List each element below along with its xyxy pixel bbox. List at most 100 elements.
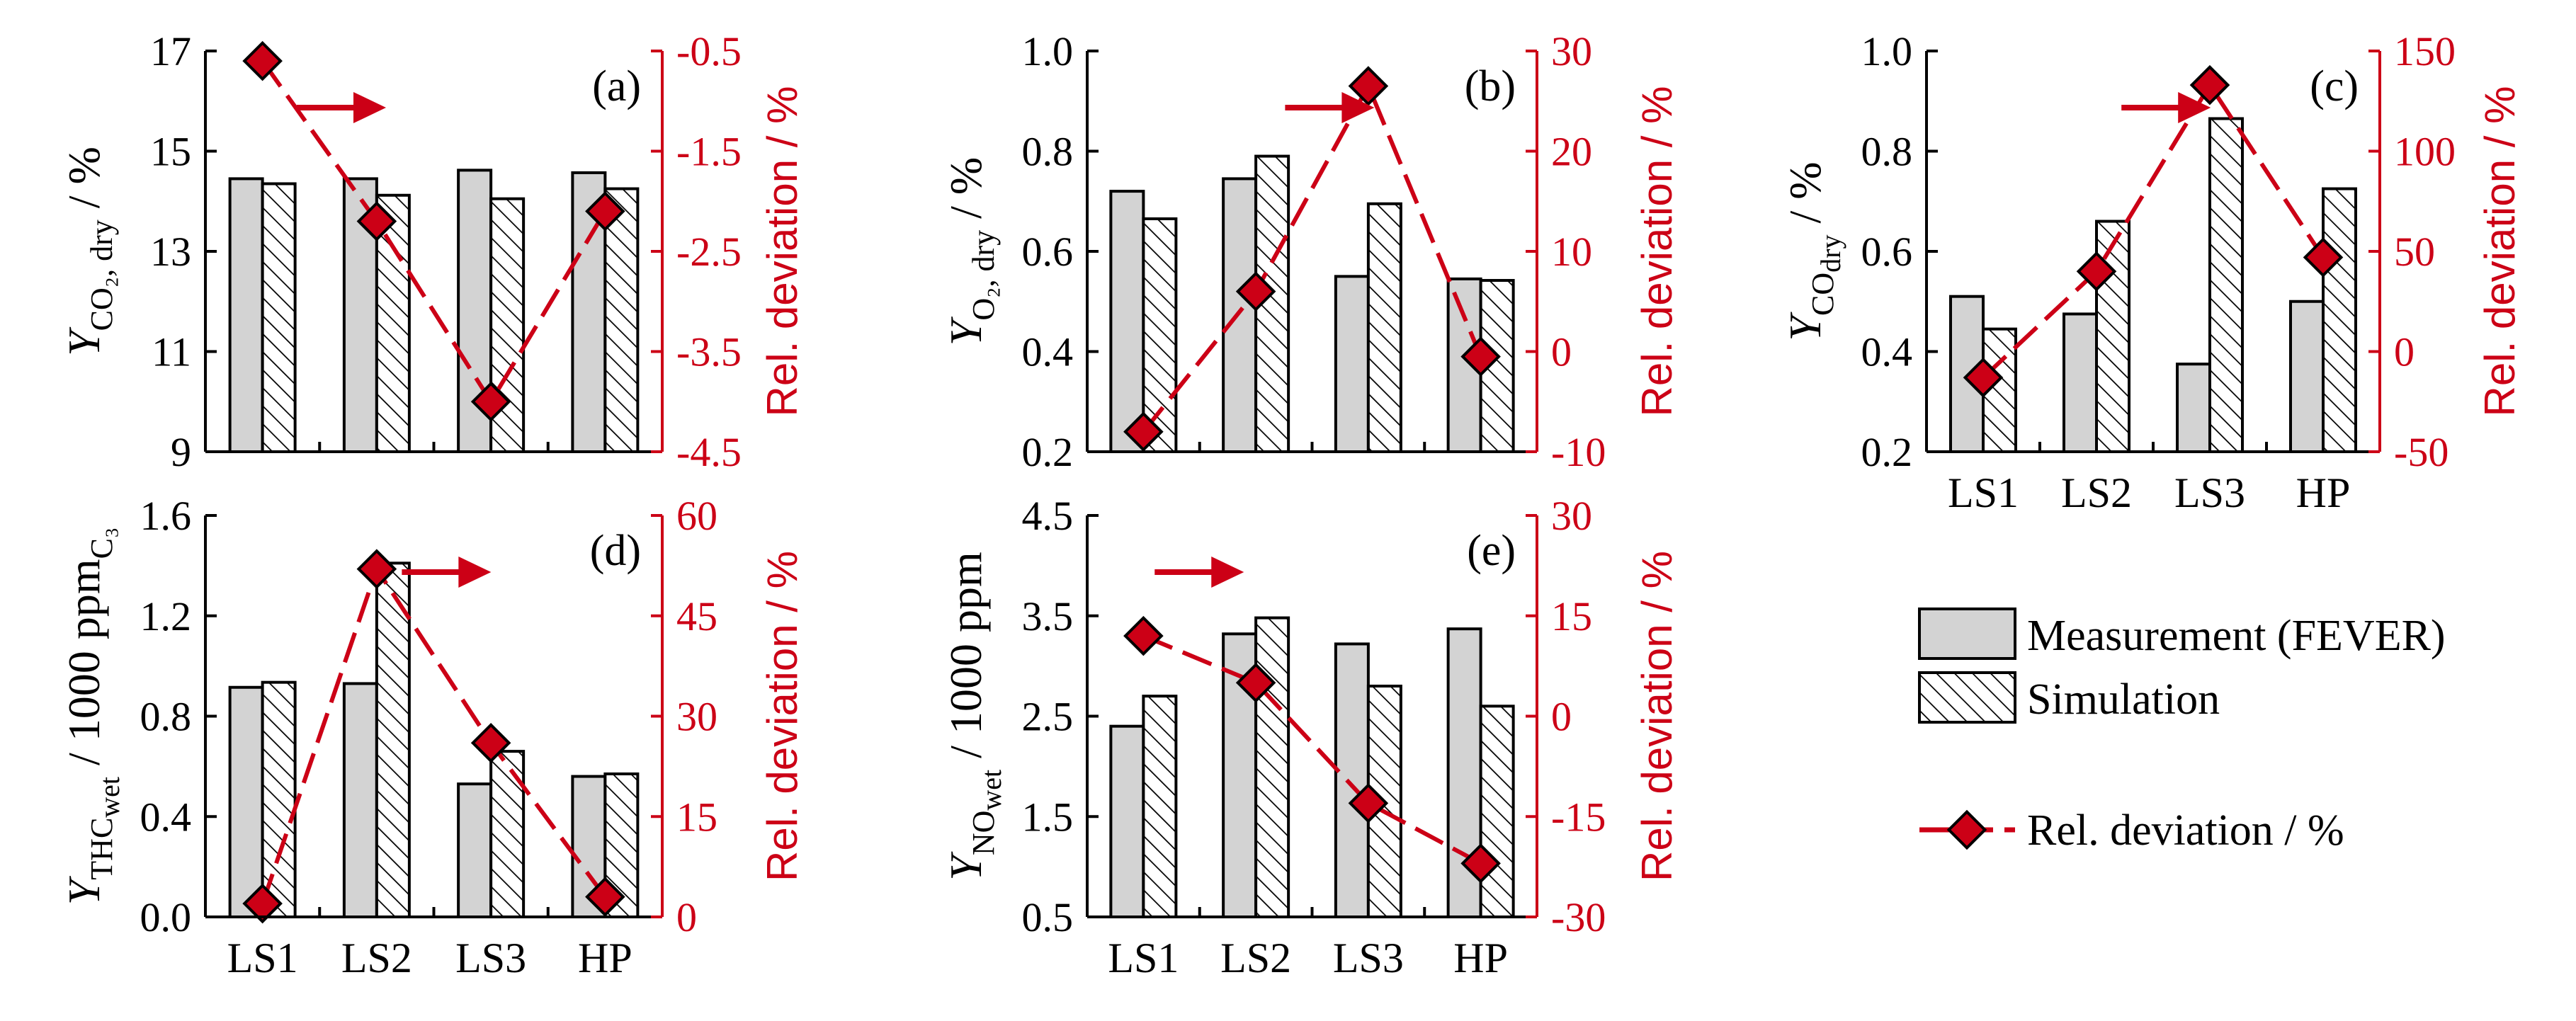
y-tick-label: 0.0 bbox=[140, 894, 192, 940]
y2-tick-label: 10 bbox=[1551, 229, 1592, 275]
bar-measurement-LS3 bbox=[1334, 275, 1370, 453]
y-tick-label: 3.5 bbox=[1022, 593, 1074, 639]
panel-b: 0.2 0.4 0.6 0.8 1.0 -10 0 10 20 30 Rel. deviation … bbox=[941, 28, 1681, 475]
bar-measurement-LS3 bbox=[457, 782, 493, 919]
deviation-marker-LS3 bbox=[1348, 66, 1389, 106]
y2-tick-label: -1.5 bbox=[676, 129, 742, 175]
y2-tick-label: 0 bbox=[1551, 694, 1572, 740]
bar-measurement-HP bbox=[2289, 300, 2325, 453]
y-tick-label: 1.6 bbox=[140, 493, 192, 539]
deviation-marker-LS3 bbox=[1348, 783, 1389, 823]
deviation-marker-HP bbox=[585, 877, 625, 917]
y2-tick-label: 0 bbox=[1551, 329, 1572, 375]
deviation-line bbox=[261, 59, 607, 406]
y-tick-label: 0.4 bbox=[1022, 329, 1074, 375]
y2-tick-label: 15 bbox=[1551, 593, 1592, 639]
y2-tick-label: -30 bbox=[1551, 894, 1606, 940]
x-tick-label-LS3: LS3 bbox=[455, 935, 526, 981]
y2-axis-label: Rel. deviation / % bbox=[759, 86, 806, 417]
y2-tick-label: 45 bbox=[676, 593, 717, 639]
deviation-marker-LS3 bbox=[470, 723, 511, 763]
right-arrow-head-icon bbox=[1211, 557, 1244, 588]
y-tick-label: 1.5 bbox=[1022, 794, 1074, 840]
y-tick-label: 11 bbox=[152, 329, 191, 375]
deviation-marker-LS2 bbox=[356, 201, 397, 241]
y2-tick-label: 15 bbox=[676, 794, 717, 840]
y2-tick-label: -15 bbox=[1551, 794, 1606, 840]
bar-simulation-LS3 bbox=[1366, 202, 1402, 453]
x-tick-label-LS2: LS2 bbox=[1220, 935, 1291, 981]
y-tick-label: 0.8 bbox=[1022, 129, 1074, 175]
x-tick-label-LS2: LS2 bbox=[2061, 469, 2132, 516]
panel-label: (b) bbox=[1465, 62, 1516, 110]
bar-simulation-LS2 bbox=[375, 561, 411, 918]
y2-tick-label: -10 bbox=[1551, 429, 1606, 475]
y-tick-label: 2.5 bbox=[1022, 694, 1074, 740]
deviation-line bbox=[1981, 81, 2325, 380]
bar-measurement-LS3 bbox=[2176, 363, 2211, 453]
y2-tick-label: 100 bbox=[2394, 129, 2456, 175]
y-tick-label: 0.2 bbox=[1861, 429, 1913, 475]
y2-tick-label: -0.5 bbox=[676, 28, 742, 74]
bar-simulation-HP bbox=[1479, 705, 1515, 918]
deviation-marker-LS2 bbox=[356, 549, 397, 589]
right-arrow-head-icon bbox=[458, 557, 492, 588]
panel-a: 9 11 13 15 17 -4.5 -3.5 -2.5 -1.5 -0.5 Rel. deviat… bbox=[59, 28, 806, 475]
bar-measurement-LS2 bbox=[2062, 312, 2098, 453]
deviation-line bbox=[260, 564, 607, 905]
y2-tick-label: -4.5 bbox=[676, 429, 742, 475]
x-tick-label-HP: HP bbox=[1453, 935, 1508, 981]
deviation-marker-LS1 bbox=[1123, 411, 1164, 452]
deviation-marker-LS3 bbox=[470, 381, 511, 422]
deviation-marker-LS1 bbox=[1123, 615, 1164, 656]
y-tick-label: 15 bbox=[150, 129, 191, 175]
x-tick-label-LS1: LS1 bbox=[227, 935, 298, 981]
y-tick-label: 1.0 bbox=[1861, 28, 1913, 74]
right-arrow-head-icon bbox=[1341, 92, 1375, 123]
legend-deviation-marker bbox=[1946, 809, 1987, 850]
bar-simulation-LS1 bbox=[261, 680, 297, 918]
x-tick-label-HP: HP bbox=[578, 935, 632, 981]
panel-label: (e) bbox=[1467, 527, 1516, 575]
bar-simulation-LS1 bbox=[1142, 695, 1178, 919]
y-tick-label: 0.4 bbox=[1861, 329, 1913, 375]
y2-axis-label: Rel. deviation / % bbox=[2476, 86, 2524, 417]
y-tick-label: 17 bbox=[150, 28, 191, 74]
legend-deviation-label: Rel. deviation / % bbox=[2027, 806, 2344, 855]
legend: Measurement (FEVER) Simulation Rel. devi… bbox=[1918, 608, 2446, 855]
deviation-marker-LS1 bbox=[242, 883, 283, 924]
legend-measurement-swatch bbox=[1918, 608, 2016, 660]
legend-simulation-swatch bbox=[1918, 671, 2016, 724]
deviation-marker-LS3 bbox=[2189, 64, 2230, 105]
panel-label: (c) bbox=[2310, 62, 2359, 110]
bar-simulation-HP bbox=[603, 187, 640, 453]
bar-simulation-HP bbox=[2322, 187, 2357, 453]
y2-tick-label: -2.5 bbox=[676, 229, 742, 275]
x-tick-label-LS1: LS1 bbox=[1948, 469, 2019, 516]
deviation-marker-HP bbox=[585, 191, 625, 232]
y-tick-label: 9 bbox=[171, 429, 191, 475]
panel-label: (a) bbox=[592, 62, 641, 110]
y-axis-label: YNOwet / 1000 ppm bbox=[941, 552, 1007, 880]
y-tick-label: 1.0 bbox=[1022, 28, 1074, 74]
y2-tick-label: -50 bbox=[2394, 429, 2449, 475]
y2-tick-label: 0 bbox=[676, 894, 697, 940]
deviation-marker-HP bbox=[1460, 336, 1501, 377]
x-tick-label-LS1: LS1 bbox=[1108, 935, 1179, 981]
bar-simulation-LS2 bbox=[1254, 616, 1290, 919]
bar-measurement-LS1 bbox=[228, 177, 264, 453]
legend-simulation-label: Simulation bbox=[2027, 675, 2220, 724]
bar-measurement-LS1 bbox=[228, 685, 264, 918]
y-axis-label: YO₂, dry / % bbox=[941, 157, 1001, 346]
deviation-marker-LS2 bbox=[1235, 271, 1276, 312]
bar-simulation-LS3 bbox=[2208, 117, 2244, 453]
panel-label: (d) bbox=[590, 527, 641, 575]
deviation-marker-HP bbox=[1460, 843, 1501, 884]
deviation-marker-HP bbox=[2303, 237, 2344, 278]
y2-axis-label: Rel. deviation / % bbox=[1633, 86, 1681, 417]
y2-tick-label: 60 bbox=[676, 493, 717, 539]
y2-tick-label: 150 bbox=[2394, 28, 2456, 74]
bar-simulation-LS3 bbox=[489, 750, 526, 919]
bar-simulation-LS2 bbox=[2095, 219, 2130, 453]
